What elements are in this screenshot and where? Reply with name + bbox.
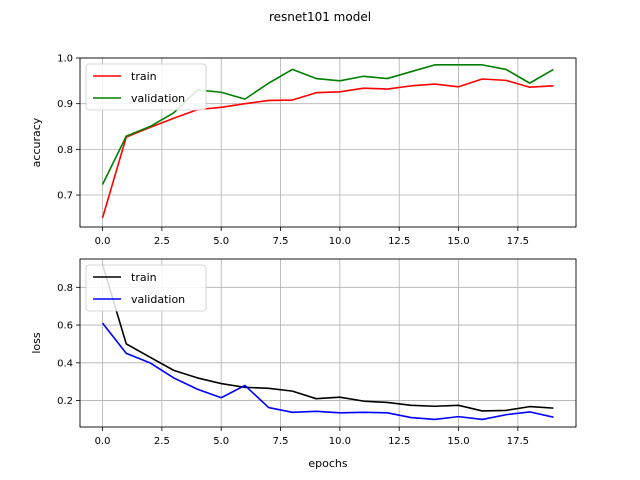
accuracy-subplot: 0.0 2.5 5.0 7.5 10.0 12.5 15.0 17.5 0.7 0.8 0.9 1.0… bbox=[30, 54, 577, 247]
chart0-legend-label-validation: validation bbox=[131, 92, 185, 105]
chart1-y-tick-label: 0.4 bbox=[57, 358, 73, 369]
chart1-y-tick-label: 0.2 bbox=[57, 396, 73, 407]
chart0-x-tick-label: 10.0 bbox=[329, 236, 351, 247]
chart1-x-tick-label: 5.0 bbox=[213, 436, 229, 447]
chart1-legend-label-validation: validation bbox=[131, 293, 185, 306]
loss-subplot: 0.0 2.5 5.0 7.5 10.0 12.5 15.0 17.5 0.2 0.4 0.6 0.8… bbox=[30, 258, 577, 470]
chart0-x-tick-label: 12.5 bbox=[388, 236, 410, 247]
chart1-y-axis-label: loss bbox=[30, 332, 43, 354]
chart0-y-tick-label: 0.9 bbox=[57, 99, 73, 110]
chart1-x-tick-label: 12.5 bbox=[388, 436, 410, 447]
chart1-axes-frame bbox=[79, 258, 577, 428]
chart1-legend-label-train: train bbox=[131, 271, 157, 284]
chart1-series-validation-line bbox=[101, 322, 554, 421]
chart0-series-train-line bbox=[101, 78, 554, 219]
chart1-x-axis-label: epochs bbox=[308, 457, 347, 470]
chart0-x-tick-label: 7.5 bbox=[273, 236, 289, 247]
chart1-series-train-line bbox=[101, 264, 554, 412]
chart1-y-tick-label: 0.8 bbox=[57, 283, 73, 294]
chart0-y-tick-label: 0.7 bbox=[57, 191, 73, 202]
chart0-x-tick-label: 15.0 bbox=[447, 236, 469, 247]
chart1-x-tick-label: 2.5 bbox=[154, 436, 170, 447]
chart1-x-tick-label: 7.5 bbox=[273, 436, 289, 447]
chart0-x-tick-label: 5.0 bbox=[213, 236, 229, 247]
chart0-x-tick-label: 17.5 bbox=[507, 236, 529, 247]
chart0-y-axis-label: accuracy bbox=[30, 117, 43, 167]
chart0-y-tick-label: 0.8 bbox=[57, 145, 73, 156]
chart0-y-tick-label: 1.0 bbox=[57, 54, 73, 65]
chart0-axes-frame bbox=[79, 57, 577, 228]
chart1-x-tick-label: 17.5 bbox=[507, 436, 529, 447]
chart1-y-tick-label: 0.6 bbox=[57, 321, 73, 332]
chart0-legend-label-train: train bbox=[131, 70, 157, 83]
chart1-x-tick-label: 10.0 bbox=[329, 436, 351, 447]
chart0-x-tick-label: 2.5 bbox=[154, 236, 170, 247]
figure-title: resnet101 model bbox=[269, 10, 371, 24]
chart1-x-tick-label: 0.0 bbox=[95, 436, 111, 447]
chart1-x-tick-label: 15.0 bbox=[447, 436, 469, 447]
chart0-x-tick-label: 0.0 bbox=[95, 236, 111, 247]
